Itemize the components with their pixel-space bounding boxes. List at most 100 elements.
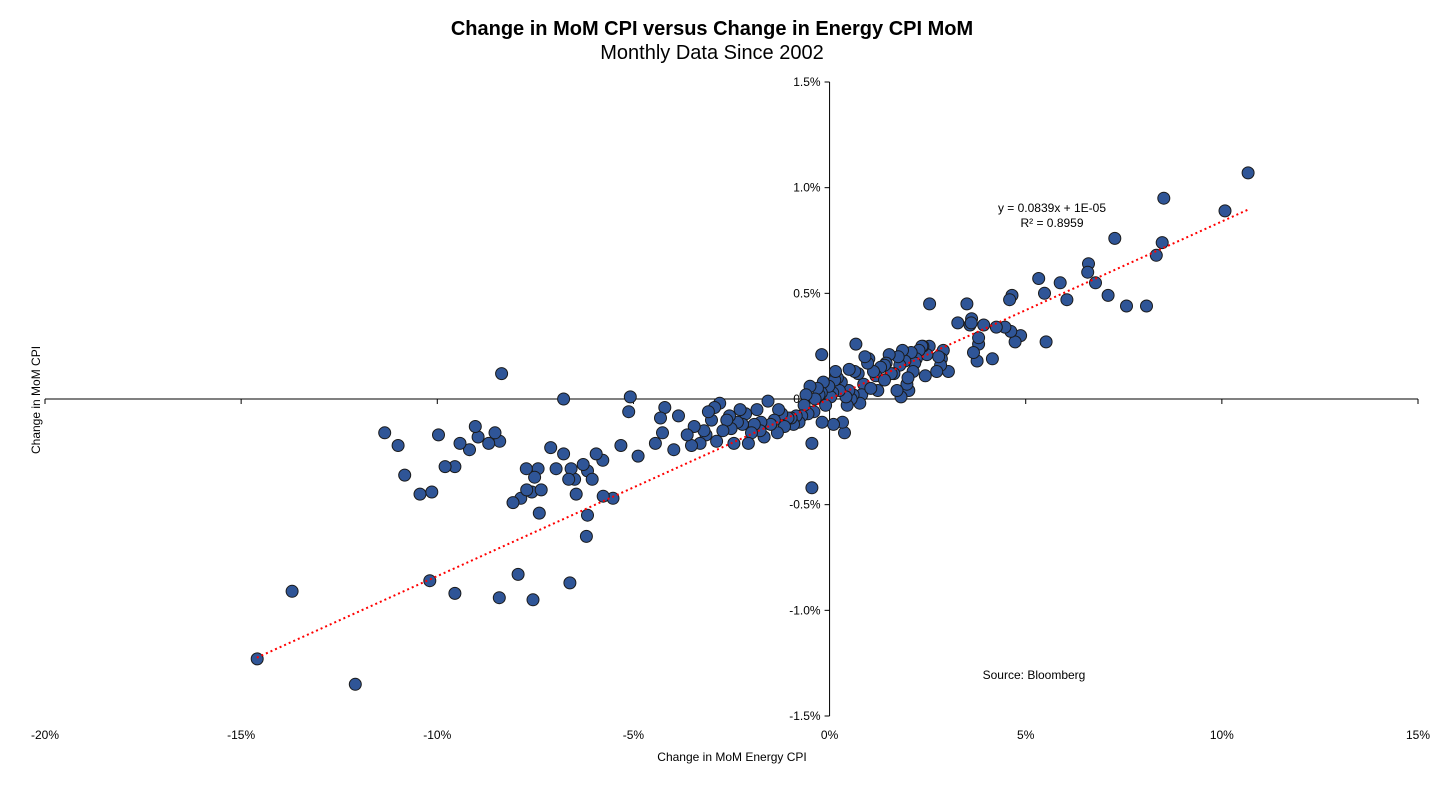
data-point: [563, 576, 577, 590]
data-point: [492, 591, 506, 605]
data-point: [569, 487, 583, 501]
data-point: [1101, 288, 1115, 302]
data-point: [532, 506, 546, 520]
data-point: [815, 415, 829, 429]
x-tick-label: 15%: [1406, 728, 1430, 742]
data-point: [391, 439, 405, 452]
x-tick-label: 0%: [821, 728, 839, 742]
data-point: [960, 297, 974, 311]
data-point: [977, 318, 991, 332]
data-point: [648, 436, 662, 450]
data-points: [250, 166, 1255, 691]
data-point: [1108, 231, 1122, 245]
data-point: [589, 447, 603, 461]
data-point: [805, 481, 819, 495]
y-tick-label: -0.5%: [789, 498, 821, 512]
data-point: [285, 584, 299, 598]
data-point: [348, 677, 362, 691]
data-point: [1038, 286, 1051, 300]
data-point: [519, 462, 533, 476]
data-point: [687, 420, 701, 433]
data-point: [1089, 276, 1102, 290]
data-point: [511, 567, 525, 581]
data-point: [631, 449, 645, 463]
data-point: [849, 337, 863, 351]
data-point: [741, 436, 755, 450]
data-point: [680, 428, 694, 442]
data-point: [733, 403, 747, 417]
source-note: Source: Bloomberg: [983, 668, 1086, 682]
data-point: [576, 458, 590, 471]
data-point: [1060, 293, 1074, 307]
data-point: [438, 460, 452, 474]
trendline-r2: R² = 0.8959: [1020, 216, 1083, 230]
data-point: [557, 392, 571, 406]
data-point: [1032, 272, 1046, 285]
data-point: [890, 384, 904, 397]
data-point: [579, 529, 593, 543]
chart-subtitle: Monthly Data Since 2002: [600, 42, 823, 64]
data-point: [1155, 236, 1169, 250]
trendline: [256, 208, 1250, 659]
data-point: [463, 443, 476, 457]
data-point: [918, 369, 932, 383]
data-point: [549, 462, 563, 476]
data-point: [930, 365, 944, 378]
data-point: [710, 434, 724, 448]
data-point: [622, 405, 636, 419]
data-point: [1218, 204, 1232, 218]
data-point: [932, 350, 946, 364]
data-point: [805, 436, 819, 450]
x-tick-label: 10%: [1210, 728, 1234, 742]
data-point: [564, 462, 578, 476]
data-point: [526, 593, 540, 607]
y-tick-label: 1.5%: [793, 75, 821, 89]
data-point: [827, 417, 840, 431]
data-point: [858, 350, 872, 364]
y-tick-label: 0.5%: [793, 286, 821, 300]
data-point: [425, 485, 439, 499]
x-tick-label: -5%: [623, 728, 645, 742]
data-point: [964, 316, 978, 330]
data-point: [1003, 293, 1017, 307]
x-tick-label: -20%: [31, 728, 59, 742]
x-tick-label: -15%: [227, 728, 255, 742]
data-point: [701, 405, 715, 419]
data-point: [716, 424, 730, 438]
data-point: [1140, 299, 1153, 313]
data-point: [596, 489, 610, 503]
data-point: [750, 403, 764, 417]
data-point: [623, 390, 637, 404]
data-point: [656, 426, 669, 440]
data-point: [770, 426, 784, 440]
data-point: [1120, 299, 1133, 313]
data-point: [468, 420, 482, 433]
data-point: [453, 436, 467, 450]
data-point: [989, 320, 1003, 334]
data-point: [967, 346, 980, 359]
data-point: [951, 316, 965, 330]
data-point: [761, 394, 775, 408]
y-tick-label: -1.5%: [789, 709, 821, 723]
data-point: [413, 487, 427, 501]
data-point: [985, 352, 999, 366]
data-point: [819, 398, 833, 412]
data-point: [250, 652, 264, 666]
data-point: [1157, 191, 1171, 205]
data-point: [1081, 265, 1095, 279]
data-point: [520, 483, 534, 497]
chart-title: Change in MoM CPI versus Change in Energ…: [451, 18, 973, 40]
data-point: [581, 508, 594, 522]
data-point: [972, 331, 986, 345]
x-axis-title: Change in MoM Energy CPI: [657, 750, 806, 764]
x-ticks: -20% -15% -10% -5% 0% 5% 10% 15%: [31, 399, 1430, 742]
data-point: [878, 373, 891, 387]
data-point: [1053, 276, 1067, 290]
data-point: [448, 586, 462, 600]
data-point: [842, 362, 856, 376]
data-point: [654, 411, 667, 425]
trendline-equation: y = 0.0839x + 1E-05: [998, 201, 1106, 215]
y-tick-label: -1.0%: [789, 603, 821, 617]
data-point: [864, 381, 878, 395]
